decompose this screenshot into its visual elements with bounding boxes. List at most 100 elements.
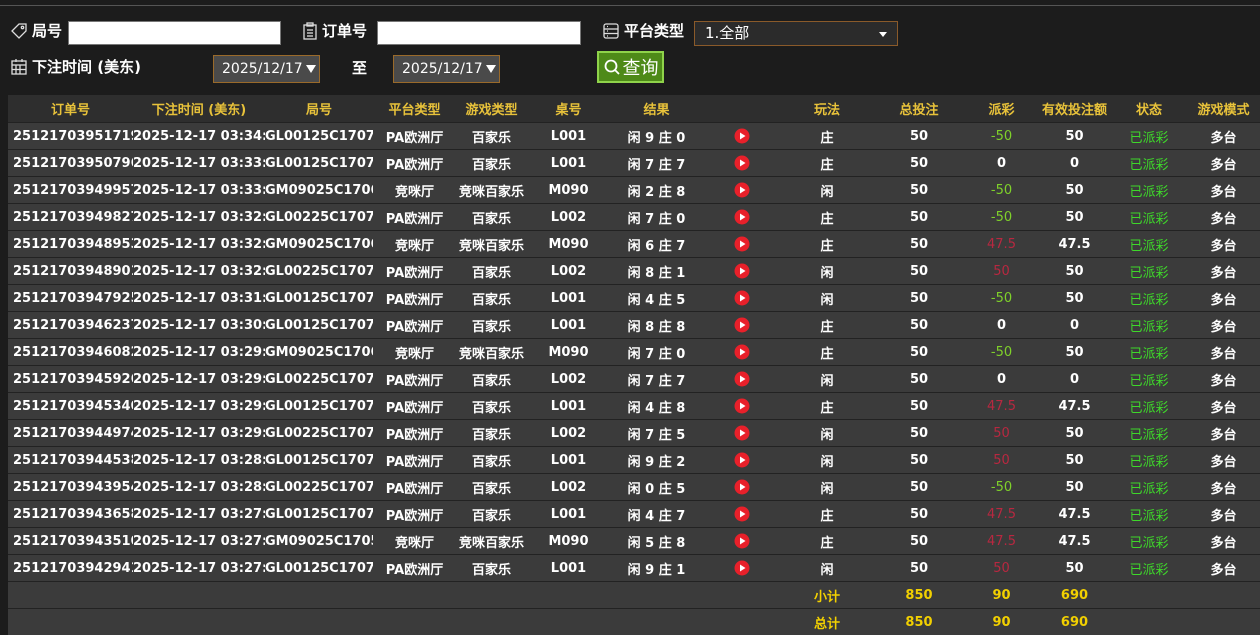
cell: 闲 — [781, 258, 873, 285]
replay-cell — [703, 420, 781, 447]
bet-row: 2512170395171902025-12-17 03:34:28GL0012… — [8, 123, 1260, 150]
cell: 闲 9 庄 2 — [610, 447, 703, 474]
replay-icon[interactable] — [734, 290, 750, 306]
cell: PA欧洲厅 — [373, 420, 456, 447]
cell: GL00225C1707E — [265, 474, 373, 501]
dropdown-arrow — [879, 32, 887, 37]
column-header — [703, 95, 781, 123]
replay-icon[interactable] — [734, 506, 750, 522]
bet-row: 2512170394792572025-12-17 03:31:23GL0012… — [8, 285, 1260, 312]
cell: 闲 2 庄 8 — [610, 177, 703, 204]
cell: 251217039498278 — [8, 204, 133, 231]
replay-icon[interactable] — [734, 182, 750, 198]
replay-icon[interactable] — [734, 128, 750, 144]
cell: 闲 4 庄 8 — [610, 393, 703, 420]
cell: 251217039439546 — [8, 474, 133, 501]
cell: 百家乐 — [456, 285, 527, 312]
cell: 已派彩 — [1111, 474, 1187, 501]
replay-cell — [703, 339, 781, 366]
replay-icon[interactable] — [734, 533, 750, 549]
cell: PA欧洲厅 — [373, 366, 456, 393]
replay-icon[interactable] — [734, 344, 750, 360]
cell: 百家乐 — [456, 312, 527, 339]
column-header: 结果 — [610, 95, 703, 123]
cell: 50 — [1038, 339, 1111, 366]
cell: 竞咪厅 — [373, 177, 456, 204]
replay-icon[interactable] — [734, 155, 750, 171]
cell: 50 — [1038, 177, 1111, 204]
cell: 多台 — [1187, 177, 1260, 204]
cell: 百家乐 — [456, 447, 527, 474]
bet-row: 2512170394534022025-12-17 03:29:20GL0012… — [8, 393, 1260, 420]
cell: GL00225C1707G — [265, 366, 373, 393]
column-header: 局号 — [265, 95, 373, 123]
cell: M090 — [527, 177, 610, 204]
cell: 0 — [965, 366, 1038, 393]
cell: 50 — [873, 339, 965, 366]
cell: 已派彩 — [1111, 150, 1187, 177]
cell: 251217039462377 — [8, 312, 133, 339]
replay-cell — [703, 555, 781, 582]
replay-icon[interactable] — [734, 317, 750, 333]
column-header: 有效投注额 — [1038, 95, 1111, 123]
replay-cell — [703, 285, 781, 312]
cell: 251217039445383 — [8, 447, 133, 474]
cell: -50 — [965, 474, 1038, 501]
platform-select[interactable]: 1.全部 — [694, 21, 898, 46]
cell: 多台 — [1187, 447, 1260, 474]
cell: 251217039499575 — [8, 177, 133, 204]
replay-icon[interactable] — [734, 425, 750, 441]
replay-icon[interactable] — [734, 236, 750, 252]
cell: 百家乐 — [456, 393, 527, 420]
cell: GL00125C1707N — [265, 123, 373, 150]
cell: GL00125C1707E — [265, 501, 373, 528]
cell: 闲 — [781, 555, 873, 582]
round-input[interactable] — [68, 21, 281, 45]
replay-icon[interactable] — [734, 452, 750, 468]
summary-cell: 850 — [873, 582, 965, 609]
cell: 50 — [873, 420, 965, 447]
cell: 闲 — [781, 447, 873, 474]
summary-cell: 小计 — [781, 582, 873, 609]
cell: 47.5 — [1038, 528, 1111, 555]
cell: GL00125C1707H — [265, 312, 373, 339]
cell: 多台 — [1187, 312, 1260, 339]
cell: 已派彩 — [1111, 231, 1187, 258]
cell: 已派彩 — [1111, 123, 1187, 150]
cell: 闲 9 庄 1 — [610, 555, 703, 582]
cell: 已派彩 — [1111, 420, 1187, 447]
replay-icon[interactable] — [734, 209, 750, 225]
cell: 0 — [1038, 312, 1111, 339]
cell: 251217039489530 — [8, 231, 133, 258]
start-date[interactable]: 2025/12/17 — [213, 55, 320, 83]
cell: 2025-12-17 03:27:18 — [133, 555, 265, 582]
cell: 50 — [965, 447, 1038, 474]
bet-row: 2512170394982782025-12-17 03:32:56GL0022… — [8, 204, 1260, 231]
cell: 多台 — [1187, 474, 1260, 501]
order-input[interactable] — [377, 21, 581, 45]
cell: 闲 7 庄 5 — [610, 420, 703, 447]
cell: -50 — [965, 204, 1038, 231]
replay-icon[interactable] — [734, 263, 750, 279]
query-button[interactable]: 查询 — [597, 51, 664, 83]
replay-icon[interactable] — [734, 371, 750, 387]
replay-icon[interactable] — [734, 479, 750, 495]
cell: 47.5 — [965, 501, 1038, 528]
cell: 50 — [1038, 123, 1111, 150]
column-header: 订单号 — [8, 95, 133, 123]
label-text: 平台类型 — [624, 20, 684, 41]
replay-icon[interactable] — [734, 398, 750, 414]
bet-row: 2512170394995752025-12-17 03:33:03GM0902… — [8, 177, 1260, 204]
cell: 闲 9 庄 0 — [610, 123, 703, 150]
end-date[interactable]: 2025/12/17 — [393, 55, 500, 83]
cell: 251217039460823 — [8, 339, 133, 366]
cell: 2025-12-17 03:34:28 — [133, 123, 265, 150]
replay-icon[interactable] — [734, 560, 750, 576]
bet-row: 2512170394395462025-12-17 03:28:11GL0022… — [8, 474, 1260, 501]
cell: 闲 5 庄 8 — [610, 528, 703, 555]
replay-cell — [703, 393, 781, 420]
cell: 闲 7 庄 0 — [610, 339, 703, 366]
replay-cell — [703, 177, 781, 204]
cell: 百家乐 — [456, 555, 527, 582]
cell: 庄 — [781, 312, 873, 339]
